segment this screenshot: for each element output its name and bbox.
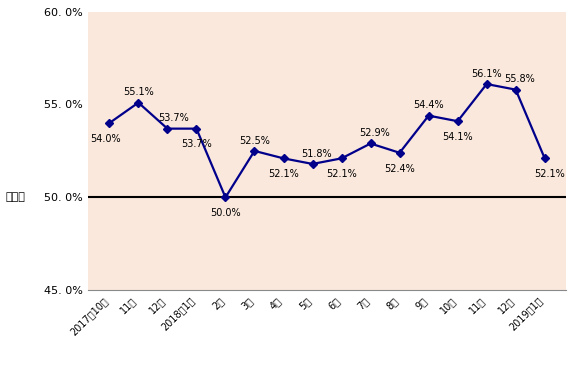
Text: 56.1%: 56.1% (471, 69, 502, 79)
Text: 54.4%: 54.4% (413, 100, 444, 110)
Text: 54.1%: 54.1% (442, 132, 473, 142)
Text: 55.8%: 55.8% (505, 74, 536, 84)
Text: 52.1%: 52.1% (534, 169, 565, 179)
Text: 52.5%: 52.5% (239, 136, 270, 146)
Text: 53.7%: 53.7% (181, 139, 212, 149)
Text: 52.4%: 52.4% (384, 164, 415, 174)
Text: 52.1%: 52.1% (268, 169, 299, 179)
Text: 荣柯线: 荣柯线 (5, 192, 25, 202)
Text: 53.7%: 53.7% (158, 113, 189, 123)
Text: 50.0%: 50.0% (210, 208, 241, 218)
Text: 55.1%: 55.1% (123, 87, 154, 98)
Text: 54.0%: 54.0% (90, 134, 120, 144)
Text: 51.8%: 51.8% (301, 149, 332, 159)
Text: 52.1%: 52.1% (326, 169, 357, 179)
Text: 52.9%: 52.9% (360, 128, 390, 138)
